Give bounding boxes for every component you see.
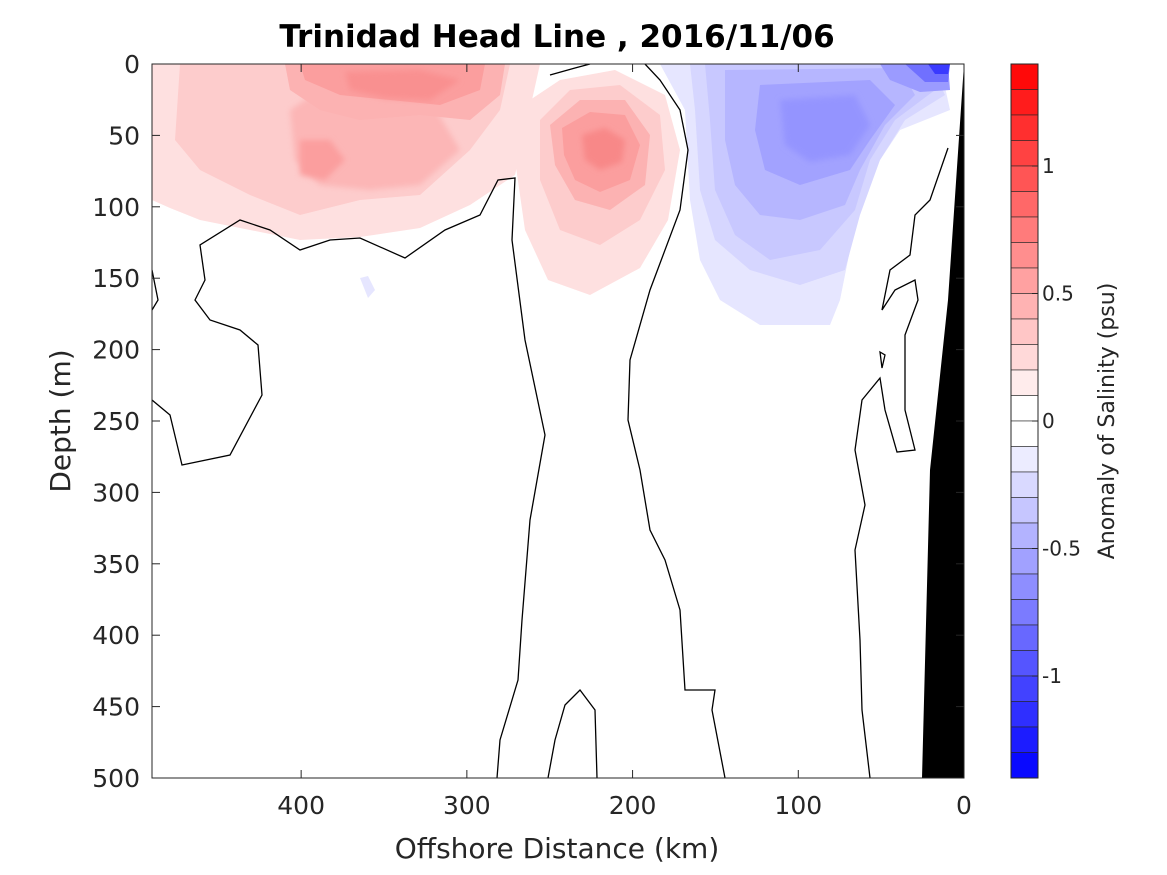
colorbar-swatch xyxy=(1010,650,1039,677)
y-tick-label: 350 xyxy=(92,550,140,579)
colorbar-swatch xyxy=(1010,726,1039,753)
colorbar-swatch xyxy=(1010,701,1039,728)
colorbar-swatch xyxy=(1010,293,1039,320)
colorbar-swatch xyxy=(1010,318,1039,345)
colorbar-swatch xyxy=(1010,344,1039,371)
y-tick-label: 150 xyxy=(92,264,140,293)
y-tick-label: 0 xyxy=(124,50,140,79)
colorbar-swatch xyxy=(1010,471,1039,498)
colorbar-swatch xyxy=(1010,752,1039,779)
colorbar-swatch xyxy=(1010,624,1039,651)
colorbar-swatch xyxy=(1010,446,1039,473)
colorbar-swatch xyxy=(1010,89,1039,116)
colorbar-tick-label: 0 xyxy=(1042,409,1055,433)
y-axis: 0 50 100 150 200 250 300 350 400 450 500 xyxy=(92,50,964,793)
colorbar-tick-label: 1 xyxy=(1042,154,1055,178)
x-tick-label: 300 xyxy=(443,791,491,820)
y-tick-label: 200 xyxy=(92,336,140,365)
colorbar-swatch xyxy=(1010,165,1039,192)
positive-anomaly-offshore xyxy=(152,64,540,240)
chart-title: Trinidad Head Line , 2016/11/06 xyxy=(279,19,834,55)
colorbar-swatch xyxy=(1010,216,1039,243)
colorbar-swatch xyxy=(1010,191,1039,218)
colorbar-swatch xyxy=(1010,420,1039,447)
negative-anomaly-nearshore xyxy=(360,64,950,325)
y-axis-label: Depth (m) xyxy=(44,349,77,492)
colorbar-swatch xyxy=(1010,522,1039,549)
positive-anomaly-midline xyxy=(515,70,680,295)
y-tick-label: 50 xyxy=(108,121,140,150)
colorbar-swatch xyxy=(1010,573,1039,600)
y-tick-label: 100 xyxy=(92,193,140,222)
y-tick-label: 400 xyxy=(92,621,140,650)
x-tick-label: 100 xyxy=(774,791,822,820)
colorbar xyxy=(1010,63,1039,779)
bathymetry xyxy=(922,64,964,778)
y-tick-label: 250 xyxy=(92,407,140,436)
colorbar-swatch xyxy=(1010,599,1039,626)
colorbar-label: Anomaly of Salinity (psu) xyxy=(1095,283,1120,560)
anomaly-field xyxy=(152,64,964,778)
colorbar-tick-label: -1 xyxy=(1042,664,1062,688)
colorbar-swatch xyxy=(1010,548,1039,575)
colorbar-swatch xyxy=(1010,395,1039,422)
colorbar-swatch xyxy=(1010,242,1039,269)
colorbar-swatch xyxy=(1010,369,1039,396)
colorbar-swatch xyxy=(1010,63,1039,90)
zero-contours xyxy=(152,64,949,778)
colorbar-tick-label: 0.5 xyxy=(1042,282,1074,306)
x-tick-label: 400 xyxy=(277,791,325,820)
colorbar-ticks: 1 0.5 0 -0.5 -1 xyxy=(1032,154,1081,688)
x-axis: 400 300 200 100 0 xyxy=(277,64,972,820)
y-tick-label: 450 xyxy=(92,693,140,722)
colorbar-swatch xyxy=(1010,675,1039,702)
colorbar-swatch xyxy=(1010,497,1039,524)
y-tick-label: 500 xyxy=(92,764,140,793)
y-tick-label: 300 xyxy=(92,478,140,507)
colorbar-swatch xyxy=(1010,114,1039,141)
colorbar-swatch xyxy=(1010,140,1039,167)
colorbar-swatch xyxy=(1010,267,1039,294)
x-axis-label: Offshore Distance (km) xyxy=(395,832,720,865)
x-tick-label: 200 xyxy=(609,791,657,820)
x-tick-label: 0 xyxy=(956,791,972,820)
colorbar-tick-label: -0.5 xyxy=(1042,537,1081,561)
